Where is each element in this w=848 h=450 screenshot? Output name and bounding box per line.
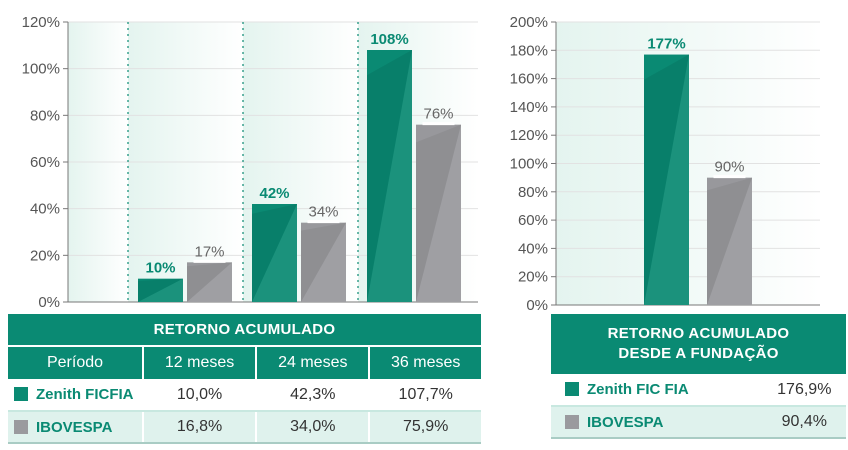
row-label-fund: Zenith FICFIA — [36, 386, 134, 403]
cell-fund-36m: 107,7% — [368, 379, 481, 412]
fund-value-label: 177% — [647, 36, 685, 53]
fund-value-label: 108% — [370, 31, 408, 48]
y-tick-label: 40% — [518, 240, 548, 257]
inception-title-line1: RETORNO ACUMULADO — [607, 325, 790, 342]
y-tick-label: 100% — [510, 156, 548, 173]
table-row-index: IBOVESPA 16,8% 34,0% 75,9% — [8, 411, 481, 444]
table-row-index: IBOVESPA 90,4% — [551, 406, 846, 439]
bar-index-2 — [416, 124, 461, 303]
bar-index-1 — [301, 222, 346, 302]
cell-index-12m: 16,8% — [141, 411, 257, 444]
header-period: Período — [8, 345, 143, 379]
row-label-index: IBOVESPA — [587, 413, 664, 431]
y-tick-label: 120% — [22, 14, 60, 31]
index-value-label: 76% — [423, 106, 453, 123]
cell-fund-inception: 176,9% — [762, 374, 846, 407]
y-tick-label: 20% — [30, 247, 60, 264]
chart-period-returns: 0% 20% 40% 60% 80% 100% 120% 10% 42% 108% 17% 34% 76… — [22, 14, 478, 311]
y-tick-label: 180% — [510, 42, 548, 59]
bar-fund-0 — [644, 54, 689, 305]
bar-index-0 — [187, 262, 232, 302]
index-swatch — [14, 419, 28, 434]
y-tick-label: 0% — [38, 294, 60, 311]
index-value-label: 34% — [308, 204, 338, 221]
fund-value-label: 42% — [259, 185, 289, 202]
index-value-label: 17% — [194, 243, 224, 260]
y-tick-label: 60% — [30, 154, 60, 171]
bar-index-0 — [707, 177, 752, 305]
cell-fund-12m: 10,0% — [141, 379, 257, 412]
header-12m: 12 meses — [141, 345, 257, 379]
y-tick-label: 40% — [30, 201, 60, 218]
inception-table: RETORNO ACUMULADO DESDE A FUNDAÇÃO Zenit… — [551, 314, 846, 439]
y-tick-label: 80% — [30, 107, 60, 124]
y-tick-label: 80% — [518, 184, 548, 201]
table-row-fund: Zenith FIC FIA 176,9% — [551, 374, 846, 407]
returns-table: RETORNO ACUMULADO Período 12 meses 24 me… — [8, 314, 481, 444]
inception-title-line2: DESDE A FUNDAÇÃO — [618, 345, 779, 362]
y-tick-label: 140% — [510, 99, 548, 116]
y-tick-label: 20% — [518, 269, 548, 286]
chart-since-inception: 0% 20% 40% 60% 80% 100% 120% 140% 160% 180% 200% 17… — [510, 14, 820, 312]
table-row-fund: Zenith FICFIA 10,0% 42,3% 107,7% — [8, 379, 481, 412]
y-tick-label: 160% — [510, 71, 548, 88]
y-tick-label: 120% — [510, 127, 548, 144]
cell-index-inception: 90,4% — [762, 406, 846, 439]
bar-fund-1 — [252, 204, 297, 302]
bar-fund-0 — [138, 278, 183, 302]
cell-index-24m: 34,0% — [255, 411, 370, 444]
y-tick-label: 100% — [22, 61, 60, 78]
bar-fund-2 — [367, 50, 412, 302]
cell-fund-24m: 42,3% — [255, 379, 370, 412]
row-label-fund: Zenith FIC FIA — [587, 381, 689, 398]
fund-value-label: 10% — [145, 260, 175, 277]
cell-index-36m: 75,9% — [368, 411, 481, 444]
index-swatch — [565, 414, 579, 429]
y-tick-label: 0% — [526, 297, 548, 312]
fund-swatch — [14, 387, 28, 401]
returns-table-title: RETORNO ACUMULADO — [8, 314, 481, 346]
y-tick-label: 60% — [518, 212, 548, 229]
header-24m: 24 meses — [255, 345, 370, 379]
header-36m: 36 meses — [368, 345, 481, 379]
y-tick-label: 200% — [510, 14, 548, 31]
fund-swatch — [565, 382, 579, 396]
index-value-label: 90% — [714, 159, 744, 176]
row-label-index: IBOVESPA — [36, 418, 113, 436]
